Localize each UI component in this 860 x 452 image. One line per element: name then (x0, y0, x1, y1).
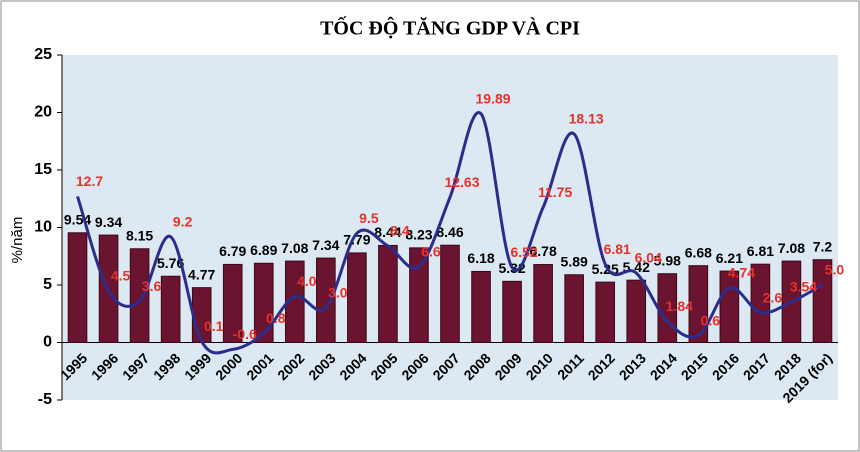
bar (67, 232, 88, 343)
bar-value-label: 4.77 (188, 266, 215, 282)
bar-value-label: 6.18 (467, 250, 494, 266)
bar-value-label: 8.15 (126, 227, 153, 243)
bar (222, 263, 243, 344)
bar (626, 279, 647, 344)
bar (316, 257, 336, 343)
line-value-label: 0.1 (204, 318, 224, 334)
y-tick-label: -5 (38, 391, 52, 408)
bar (284, 260, 305, 343)
y-tick-label: 0 (43, 334, 52, 351)
bar (564, 274, 584, 344)
bar-value-label: 7.08 (281, 240, 308, 256)
bar (440, 244, 460, 344)
bar-value-label: 6.79 (219, 243, 246, 259)
bar-value-label: 6.89 (250, 242, 277, 258)
bar (812, 259, 833, 344)
y-axis-label: %/năm (9, 217, 26, 264)
line-value-label: 5.0 (825, 262, 845, 278)
bar-value-label: 6.78 (529, 243, 556, 259)
line-value-label: 4.5 (111, 267, 131, 283)
line-value-label: 4.0 (297, 273, 317, 289)
line-value-label: 6.6 (421, 243, 441, 259)
bar (191, 287, 212, 343)
bar (347, 252, 367, 343)
bar-value-label: 8.46 (436, 224, 463, 240)
bar (471, 270, 491, 343)
line-value-label: 3.0 (328, 285, 348, 301)
bar-value-label: 7.2 (813, 238, 833, 254)
bar (253, 262, 274, 344)
bar (409, 247, 429, 343)
line-value-label: 2.6 (763, 289, 783, 305)
y-tick-label: 15 (34, 161, 52, 178)
y-tick-label: 20 (34, 104, 52, 121)
bar (533, 264, 553, 343)
y-tick-label: 25 (34, 46, 52, 63)
line-value-label: -0.6 (233, 326, 257, 342)
line-value-label: 12.63 (444, 174, 479, 190)
chart-title: TỐC ĐỘ TĂNG GDP VÀ CPI (320, 16, 580, 40)
bar-value-label: 6.21 (716, 250, 743, 266)
bar (688, 265, 709, 343)
line-value-label: 4.74 (728, 265, 755, 281)
line (76, 110, 824, 355)
bar-value-label: 8.44 (374, 224, 401, 240)
bar-value-label: 7.34 (312, 237, 339, 253)
line-value-label: 8.4 (390, 223, 410, 239)
line-value-label: 9.2 (173, 213, 193, 229)
bar (378, 244, 398, 343)
line-value-label: 6.52 (510, 244, 537, 260)
line-value-label: 19.89 (476, 90, 511, 106)
line-value-label: 6.81 (604, 241, 631, 257)
bar-value-label: 5.98 (654, 252, 681, 268)
line-value-label: 6.04 (635, 250, 662, 266)
bar (719, 270, 740, 343)
bar-value-label: 9.34 (95, 214, 122, 230)
bar-value-label: 7.08 (778, 240, 805, 256)
line-value-label: 11.75 (538, 184, 572, 200)
bar (129, 248, 150, 343)
bar (595, 281, 616, 343)
line-value-label: 9.5 (359, 210, 379, 226)
bar-value-label: 8.23 (405, 227, 432, 243)
bar-value-label: 6.81 (747, 243, 774, 259)
bar-value-label: 6.68 (685, 244, 712, 260)
y-tick-label: 5 (43, 276, 52, 293)
bar-value-label: 5.89 (561, 253, 588, 269)
line-value-label: 18.13 (569, 111, 604, 127)
bar (502, 280, 522, 344)
bar (160, 275, 181, 344)
line-value-label: 12.7 (76, 173, 103, 189)
line-value-label: 3.6 (142, 278, 162, 294)
line-value-label: 0.8 (266, 310, 286, 326)
line-value-label: 1.84 (666, 298, 693, 314)
bar-value-label: 5.76 (157, 255, 184, 271)
line-value-label: 3.54 (790, 278, 817, 294)
y-tick-label: 10 (34, 219, 52, 236)
line-value-label: 0.6 (701, 312, 721, 328)
